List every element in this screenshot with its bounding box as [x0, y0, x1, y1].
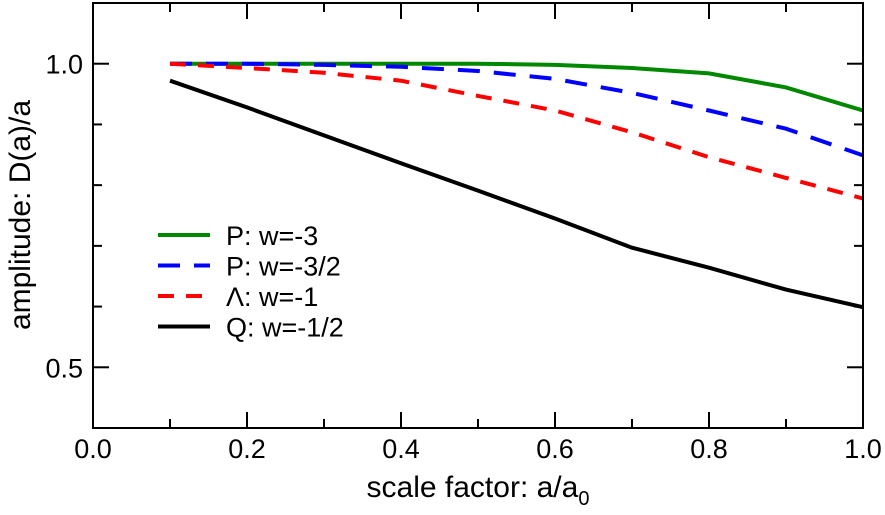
y-axis-label: amplitude: D(a)/a: [4, 100, 37, 330]
x-tick-label: 0.0: [74, 434, 112, 464]
legend: P: w=-3P: w=-3/2Λ: w=-1Q: w=-1/2: [158, 221, 344, 343]
series-line-2: [169, 61, 864, 201]
x-tick-label: 1.0: [844, 434, 882, 464]
series-layer: [169, 61, 864, 310]
legend-label-2: Λ: w=-1: [226, 282, 318, 312]
legend-label-3: Q: w=-1/2: [226, 313, 344, 343]
x-tick-label: 0.4: [382, 434, 420, 464]
y-tick-label: 0.5: [45, 353, 83, 383]
ticks-layer: 0.0 0.2 0.4 0.6 0.8 1.0 0.5 1.0: [45, 3, 882, 464]
x-tick-label: 0.2: [228, 434, 266, 464]
legend-label-1: P: w=-3/2: [226, 252, 341, 282]
x-tick-label: 0.6: [536, 434, 574, 464]
y-tick-label: 1.0: [45, 50, 83, 80]
x-axis-label: scale factor: a/a0: [367, 471, 590, 510]
legend-label-0: P: w=-3: [226, 221, 318, 251]
series-line-1: [170, 61, 864, 158]
x-tick-label: 0.8: [690, 434, 728, 464]
series-line-3: [169, 78, 864, 310]
